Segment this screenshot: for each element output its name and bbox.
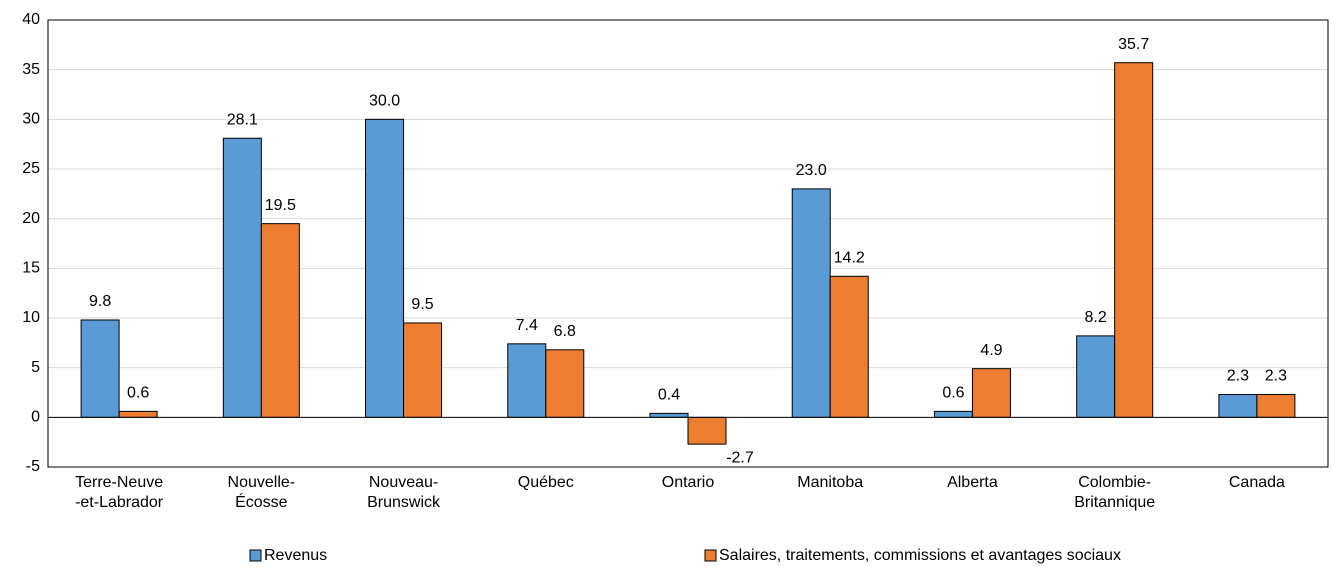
x-tick-label: Nouvelle-Écosse [228, 474, 296, 511]
bar [971, 368, 1011, 418]
bar [80, 319, 120, 418]
bar [829, 275, 869, 418]
bar [118, 410, 158, 418]
bar [1114, 62, 1154, 418]
y-tick-label: 10 [22, 309, 40, 326]
x-tick-line: Canada [1229, 474, 1285, 491]
data-label: 9.8 [89, 293, 111, 310]
data-label: 6.8 [554, 323, 576, 340]
y-tick-label: 5 [31, 359, 40, 376]
data-label: 28.1 [227, 111, 258, 128]
x-tick-label: Ontario [662, 474, 715, 491]
y-tick-label: -5 [26, 458, 40, 475]
x-tick-line: Terre-Neuve [75, 474, 163, 491]
x-tick-line: Écosse [235, 492, 288, 511]
legend-label: Revenus [264, 547, 327, 564]
plot-frame [47, 19, 1329, 468]
x-tick-label: Québec [518, 474, 574, 491]
data-label: 7.4 [516, 317, 538, 334]
y-tick-label: 40 [22, 11, 40, 28]
bar [545, 349, 585, 418]
x-tick-line: Brunswick [367, 494, 441, 511]
bar [365, 118, 405, 418]
x-tick-line: Colombie- [1078, 474, 1151, 491]
x-tick-line: Québec [518, 474, 574, 491]
data-label: 2.3 [1227, 368, 1249, 385]
data-label: 0.6 [942, 385, 964, 402]
x-tick-line: Ontario [662, 474, 715, 491]
x-tick-line: Nouveau- [369, 474, 438, 491]
data-label: 2.3 [1265, 368, 1287, 385]
bar [1256, 393, 1296, 418]
x-tick-label: Alberta [947, 474, 998, 491]
bar [507, 343, 547, 418]
x-tick-line: Manitoba [797, 474, 863, 491]
data-label: -2.7 [726, 449, 754, 466]
x-tick-label: Nouveau- Brunswick [367, 474, 441, 511]
bar [791, 188, 831, 418]
y-tick-label: 15 [22, 260, 40, 277]
x-tick-line: Nouvelle- [228, 474, 296, 491]
data-label: 23.0 [796, 162, 827, 179]
bar [260, 223, 300, 418]
x-tick-line: -et-Labrador [75, 494, 164, 511]
data-label: 35.7 [1118, 36, 1149, 53]
data-label: 0.4 [658, 387, 680, 404]
legend-label: Salaires, traitements, commissions et av… [719, 547, 1121, 564]
x-tick-label: Canada [1229, 474, 1285, 491]
data-label: 14.2 [834, 249, 865, 266]
bar [687, 416, 727, 445]
bar [403, 322, 443, 418]
x-tick-line: Alberta [947, 474, 998, 491]
data-label: 4.9 [980, 342, 1002, 359]
y-tick-label: 30 [22, 111, 40, 128]
y-tick-label: 35 [22, 61, 40, 78]
data-label: 30.0 [369, 93, 400, 110]
y-tick-label: 0 [31, 409, 40, 426]
x-tick-line: Britannique [1074, 494, 1155, 511]
x-tick-label: Colombie- Britannique [1074, 474, 1155, 511]
bar [222, 137, 262, 418]
data-label: 19.5 [265, 197, 296, 214]
data-label: 9.5 [411, 296, 433, 313]
legend-swatch [249, 549, 262, 562]
x-tick-label: Terre-Neuve -et-Labrador [75, 474, 164, 511]
data-label: 8.2 [1085, 309, 1107, 326]
bar [1076, 335, 1116, 418]
y-tick-label: 25 [22, 160, 40, 177]
y-tick-label: 20 [22, 210, 40, 227]
bar [649, 412, 689, 418]
legend-swatch [704, 549, 717, 562]
x-tick-label: Manitoba [797, 474, 863, 491]
bar [933, 410, 973, 418]
bar [1218, 393, 1258, 418]
data-label: 0.6 [127, 385, 149, 402]
